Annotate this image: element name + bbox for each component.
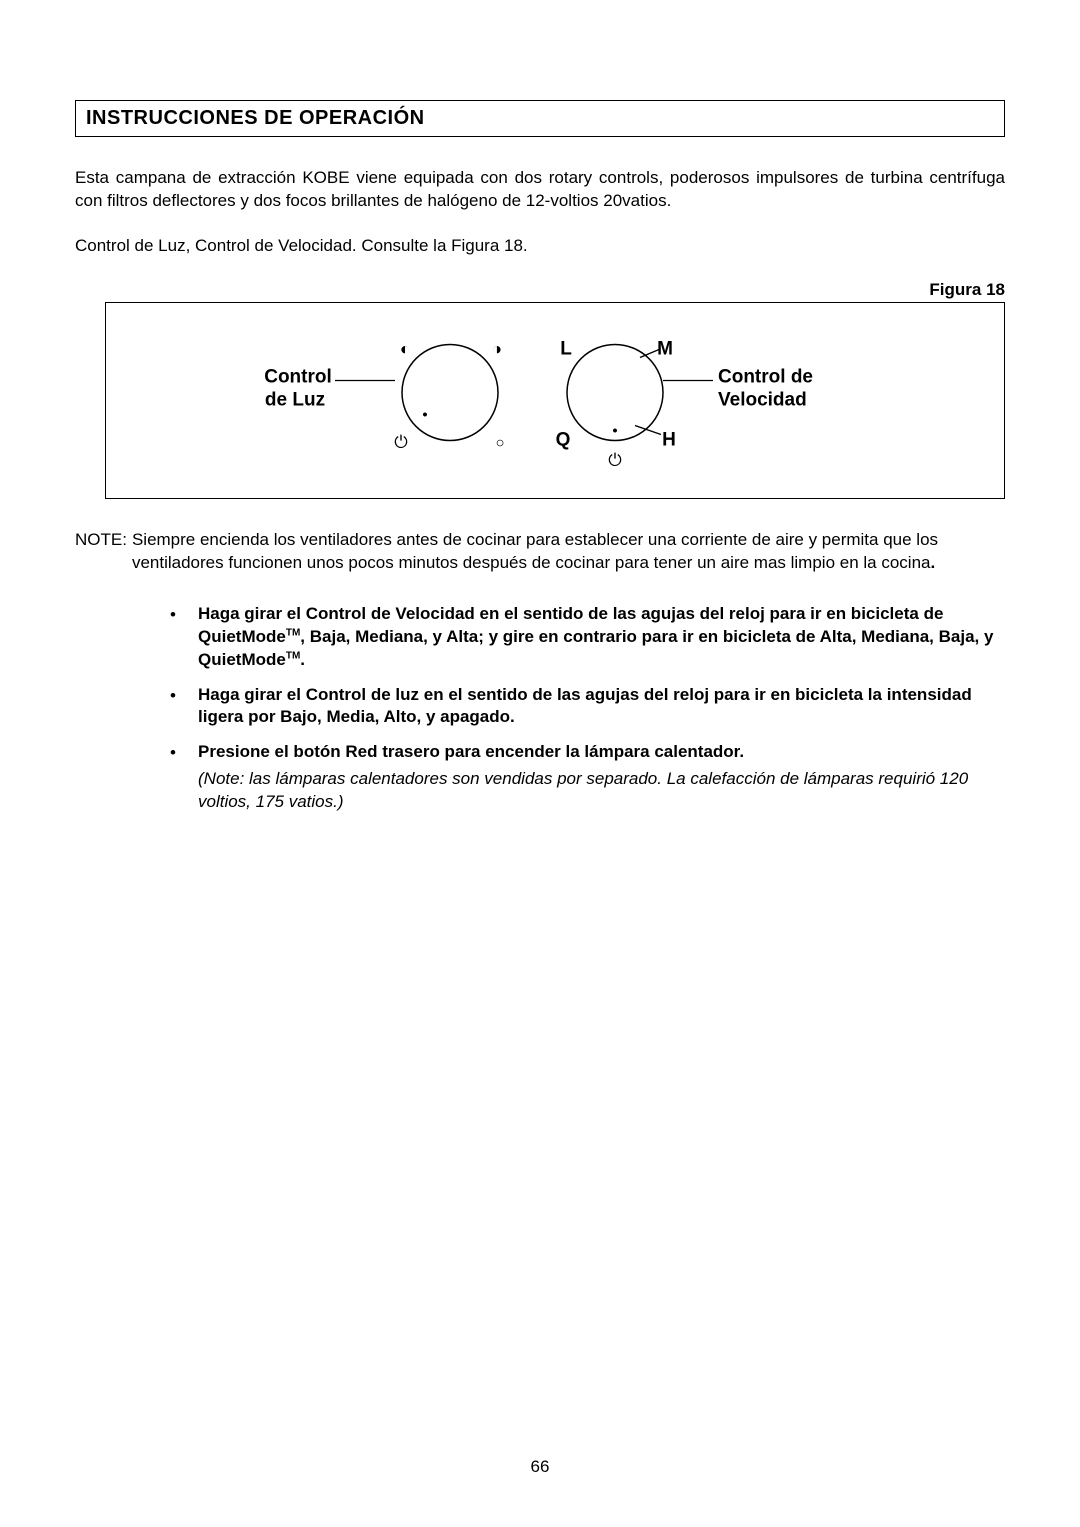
b3-main: Presione el botón Red trasero para encen… bbox=[198, 742, 744, 761]
list-item: • Haga girar el Control de luz en el sen… bbox=[170, 684, 1005, 730]
note-text-body: Siempre encienda los ventiladores antes … bbox=[132, 530, 938, 572]
intro-paragraph: Esta campana de extracción KOBE viene eq… bbox=[75, 167, 1005, 213]
speed-dial-L: L bbox=[560, 339, 572, 360]
right-label-2: Velocidad bbox=[718, 390, 807, 411]
bullet-icon: • bbox=[170, 603, 198, 672]
speed-dial-power-icon: ⏻ bbox=[608, 451, 622, 468]
light-dial-pointer: • bbox=[422, 407, 427, 424]
light-dial-bottom-left-icon: ⏻ bbox=[394, 433, 408, 452]
left-label-2: de Luz bbox=[265, 390, 325, 411]
speed-dial: L M Q H ⏻ • bbox=[556, 339, 676, 468]
bullet-list: • Haga girar el Control de Velocidad en … bbox=[170, 603, 1005, 815]
b1-sup2: TM bbox=[286, 650, 300, 661]
light-dial-bottom-right-icon: ○ bbox=[495, 435, 504, 452]
speed-dial-Q: Q bbox=[556, 430, 571, 451]
bullet-icon: • bbox=[170, 741, 198, 814]
speed-dial-pointer: • bbox=[612, 423, 617, 440]
light-dial: ◐ ◑ ⏻ ○ • bbox=[394, 340, 504, 452]
figure-label: Figura 18 bbox=[75, 280, 1005, 300]
note-label: NOTE: bbox=[75, 529, 132, 575]
note-block: NOTE: Siempre encienda los ventiladores … bbox=[75, 529, 1005, 575]
figure-box: Control de Luz ◐ ◑ ⏻ ○ • bbox=[105, 302, 1005, 499]
controls-diagram: Control de Luz ◐ ◑ ⏻ ○ • bbox=[235, 328, 875, 468]
page-number: 66 bbox=[0, 1457, 1080, 1477]
speed-dial-H: H bbox=[662, 430, 676, 451]
section-title: INSTRUCCIONES DE OPERACIÓN bbox=[75, 100, 1005, 137]
speed-dial-M: M bbox=[657, 339, 673, 360]
bullet-text-2: Haga girar el Control de luz en el senti… bbox=[198, 684, 1005, 730]
note-text: Siempre encienda los ventiladores antes … bbox=[132, 529, 1005, 575]
light-dial-top-right-icon: ◑ bbox=[492, 340, 502, 359]
light-dial-top-left-icon: ◐ bbox=[400, 340, 410, 359]
bullet-icon: • bbox=[170, 684, 198, 730]
b1-sup1: TM bbox=[286, 627, 300, 638]
subline: Control de Luz, Control de Velocidad. Co… bbox=[75, 235, 1005, 258]
right-label-1: Control de bbox=[718, 367, 813, 388]
page: INSTRUCCIONES DE OPERACIÓN Esta campana … bbox=[0, 0, 1080, 1527]
b1-part2: , Baja, Mediana, y Alta; y gire en contr… bbox=[198, 627, 993, 669]
left-label-1: Control bbox=[264, 367, 332, 388]
note-text-trailing: . bbox=[930, 553, 935, 572]
list-item: • Haga girar el Control de Velocidad en … bbox=[170, 603, 1005, 672]
b1-part3: . bbox=[300, 650, 305, 669]
list-item: • Presione el botón Red trasero para enc… bbox=[170, 741, 1005, 814]
b3-note: (Note: las lámparas calentadores son ven… bbox=[198, 768, 1005, 814]
bullet-text-1: Haga girar el Control de Velocidad en el… bbox=[198, 603, 1005, 672]
bullet-text-3: Presione el botón Red trasero para encen… bbox=[198, 741, 1005, 814]
figure-18: Figura 18 Control de Luz ◐ ◑ ⏻ ○ bbox=[75, 280, 1005, 499]
